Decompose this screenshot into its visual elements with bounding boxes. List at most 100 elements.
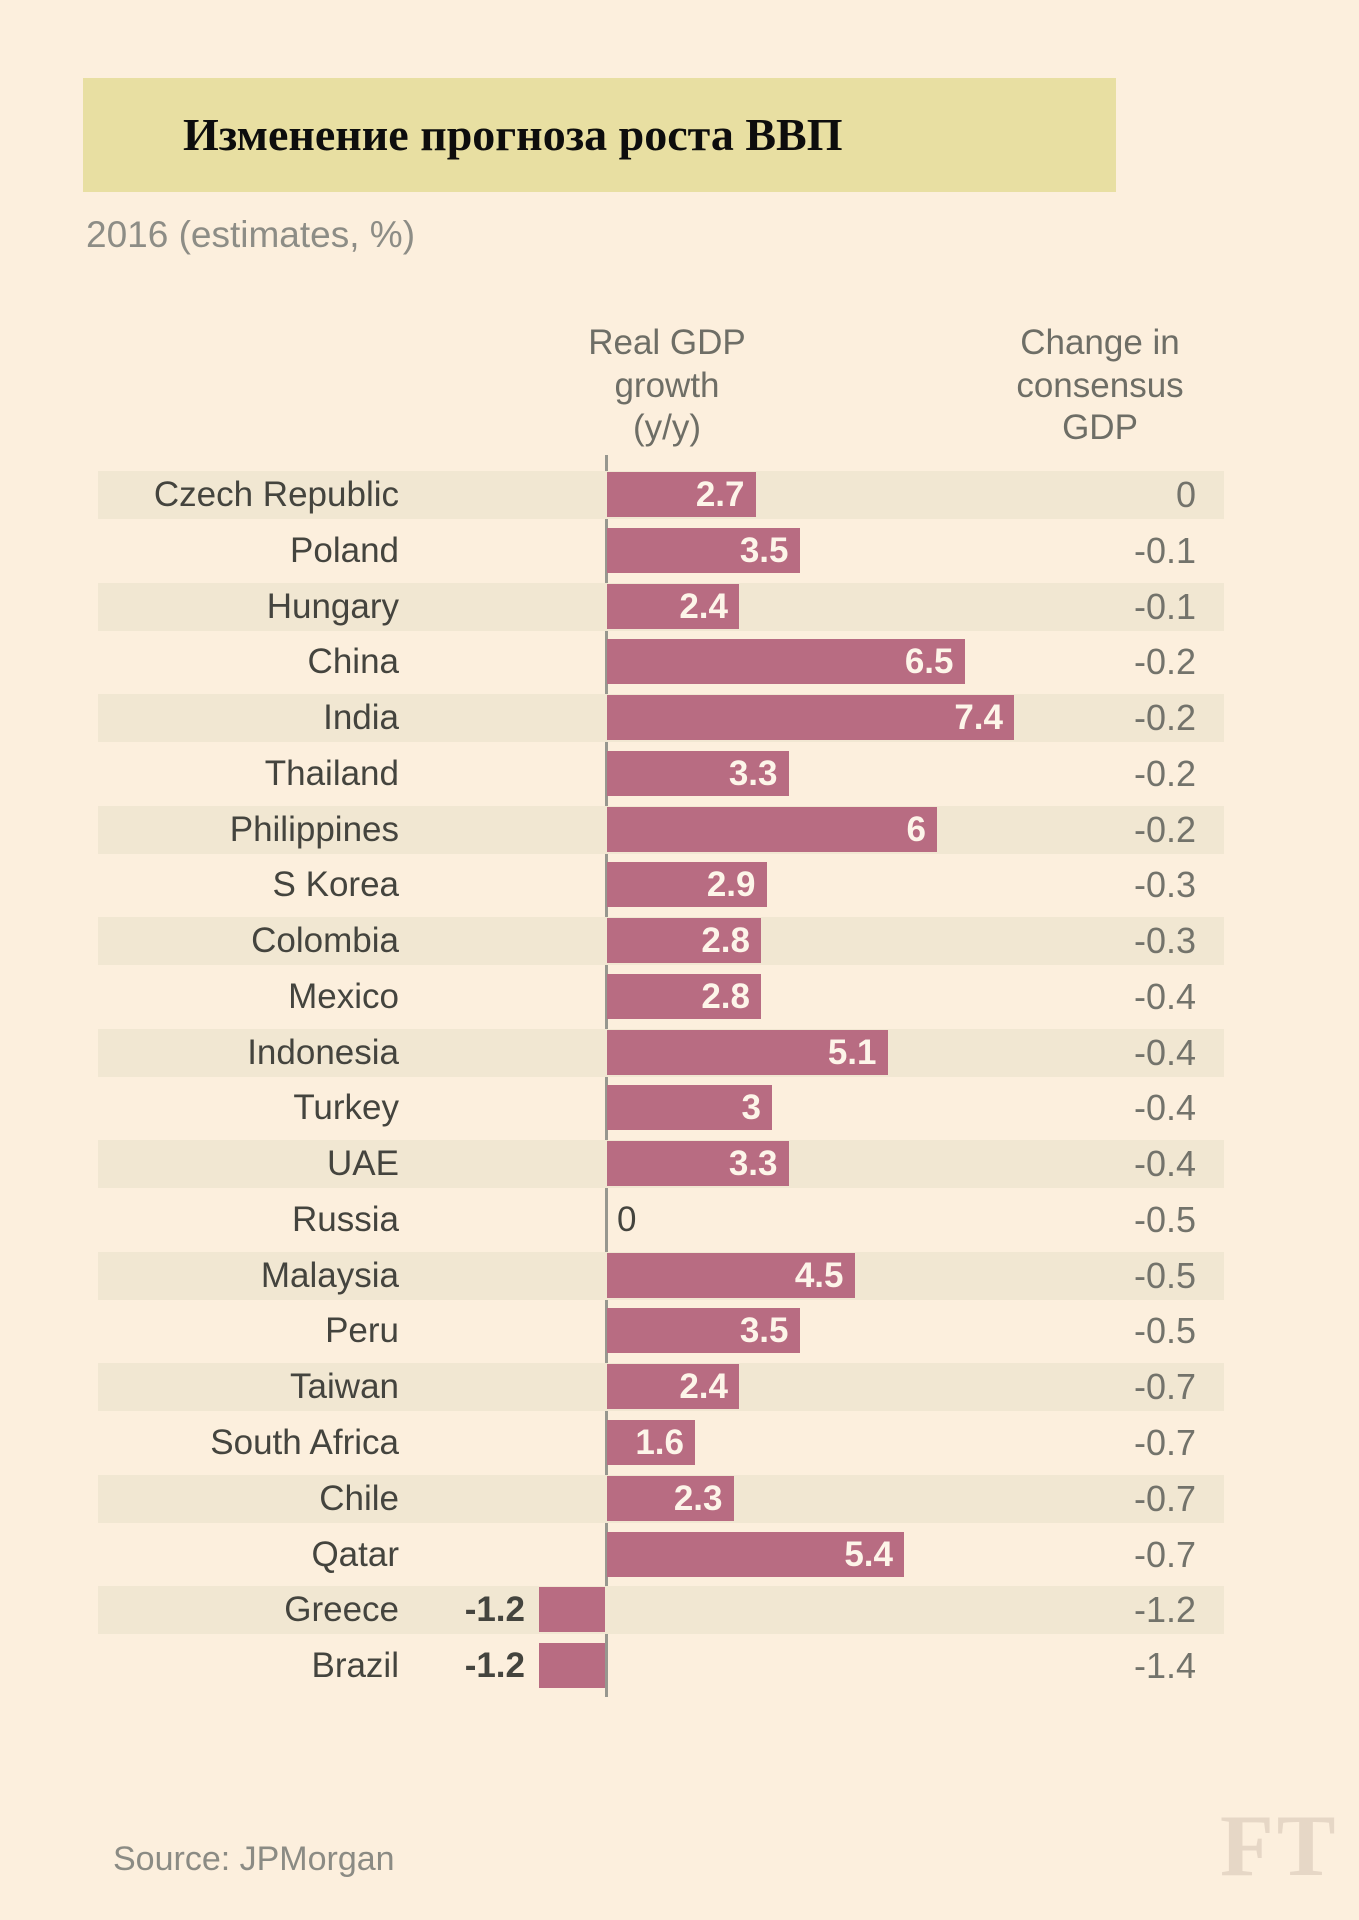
- consensus-change-value: -0.2: [1133, 697, 1196, 739]
- consensus-change-value: -0.4: [1133, 1031, 1196, 1073]
- country-label: South Africa: [210, 1423, 399, 1463]
- country-label: Brazil: [311, 1646, 399, 1686]
- chart-row: Malaysia 4.5 -0.5: [0, 1248, 1359, 1304]
- country-label: Poland: [290, 530, 399, 570]
- gdp-growth-bar: 5.4: [607, 1531, 904, 1577]
- growth-value-label: 2.4: [679, 1367, 728, 1407]
- growth-value-label: 2.8: [701, 921, 750, 961]
- column-header-gdp-growth: Real GDP growth (y/y): [588, 323, 746, 448]
- chart-rows: Czech Republic 2.7 0 Poland 3.5 -0.1 Hun…: [0, 467, 1359, 1694]
- consensus-change-value: -0.7: [1133, 1477, 1196, 1519]
- growth-value-label: 5.4: [844, 1534, 893, 1574]
- consensus-change-value: -0.1: [1133, 585, 1196, 627]
- chart-row: Philippines 6 -0.2: [0, 802, 1359, 858]
- consensus-change-value: 0: [1175, 474, 1196, 515]
- chart-row: Turkey 3 -0.4: [0, 1080, 1359, 1136]
- growth-value-label: 3: [741, 1088, 761, 1128]
- gdp-growth-bar: 2.3: [607, 1475, 734, 1521]
- growth-value-label: 7.4: [954, 698, 1003, 738]
- negative-growth-label: -1.2: [464, 1646, 525, 1686]
- chart-row: Czech Republic 2.7 0: [0, 467, 1359, 523]
- chart-title: Изменение прогноза роста ВВП: [183, 109, 843, 160]
- growth-value-label: 6.5: [904, 642, 954, 682]
- country-label: Czech Republic: [153, 475, 399, 514]
- country-label: China: [307, 642, 399, 682]
- column-header-consensus-change: Change in consensus GDP: [1016, 323, 1184, 448]
- chart-subtitle: 2016 (estimates, %): [86, 214, 416, 255]
- growth-value-label: [539, 1587, 605, 1632]
- country-label: Turkey: [293, 1088, 399, 1128]
- chart-row: Poland 3.5 -0.1: [0, 523, 1359, 579]
- chart-row: Greece -1.2 -1.2: [0, 1582, 1359, 1638]
- country-label: Chile: [319, 1478, 399, 1518]
- growth-value-label: 2.4: [679, 586, 728, 626]
- gdp-growth-bar: 3.5: [607, 527, 800, 573]
- consensus-change-value: -0.4: [1133, 1143, 1196, 1185]
- consensus-change-value: -0.5: [1133, 1254, 1196, 1296]
- consensus-change-value: -0.1: [1133, 529, 1196, 571]
- row-stripe: [98, 1586, 1224, 1635]
- growth-value-label: 3.3: [728, 1144, 778, 1184]
- country-label: Qatar: [311, 1534, 399, 1574]
- country-label: Taiwan: [290, 1367, 399, 1407]
- chart-row: Indonesia 5.1 -0.4: [0, 1025, 1359, 1081]
- country-label: Russia: [292, 1199, 399, 1239]
- consensus-change-value: -0.5: [1133, 1198, 1196, 1240]
- chart-row: China 6.5 -0.2: [0, 634, 1359, 690]
- chart-row: Peru 3.5 -0.5: [0, 1303, 1359, 1359]
- chart-row: Russia 0 -0.5: [0, 1192, 1359, 1248]
- country-label: Hungary: [266, 586, 399, 626]
- source-note: Source: JPMorgan: [113, 1840, 395, 1878]
- chart-row: Taiwan 2.4 -0.7: [0, 1359, 1359, 1415]
- growth-value-label: 1.6: [635, 1423, 684, 1463]
- chart-row: Colombia 2.8 -0.3: [0, 913, 1359, 969]
- gdp-growth-bar: 2.8: [607, 918, 761, 964]
- gdp-growth-bar: 3.3: [607, 750, 789, 796]
- growth-value-label: 2.9: [706, 865, 756, 905]
- consensus-change-value: -0.7: [1133, 1366, 1196, 1408]
- gdp-growth-bar: 3.3: [607, 1141, 789, 1187]
- chart-row: Mexico 2.8 -0.4: [0, 969, 1359, 1025]
- chart-row: Thailand 3.3 -0.2: [0, 746, 1359, 802]
- country-label: Malaysia: [260, 1255, 399, 1295]
- gdp-growth-bar: 2.8: [607, 973, 761, 1019]
- consensus-change-value: -0.4: [1133, 1087, 1196, 1129]
- country-label: UAE: [327, 1144, 399, 1184]
- consensus-change-value: -0.4: [1133, 975, 1196, 1017]
- chart-row: Brazil -1.2 -1.4: [0, 1638, 1359, 1694]
- chart-row: Qatar 5.4 -0.7: [0, 1527, 1359, 1583]
- zero-growth-label: 0: [617, 1199, 637, 1239]
- consensus-change-value: -0.7: [1133, 1422, 1196, 1464]
- consensus-change-value: -0.2: [1133, 752, 1196, 794]
- title-banner: Изменение прогноза роста ВВП: [83, 78, 1116, 192]
- growth-value-label: 3.3: [728, 753, 778, 793]
- country-label: Colombia: [251, 921, 399, 961]
- country-label: Thailand: [264, 753, 399, 793]
- country-label: Peru: [325, 1311, 399, 1351]
- chart-row: India 7.4 -0.2: [0, 690, 1359, 746]
- growth-value-label: 2.3: [673, 1478, 723, 1518]
- consensus-change-value: -0.3: [1133, 864, 1196, 906]
- gdp-growth-bar: 1.6: [607, 1420, 695, 1466]
- growth-value-label: 2.8: [701, 976, 750, 1016]
- chart-row: UAE 3.3 -0.4: [0, 1136, 1359, 1192]
- consensus-change-value: -0.2: [1133, 641, 1196, 683]
- gdp-growth-bar: 3.5: [607, 1308, 800, 1354]
- gdp-growth-bar: 3: [607, 1085, 772, 1131]
- growth-value-label: 2.7: [695, 475, 745, 514]
- growth-value-label: 3.5: [739, 530, 789, 570]
- negative-growth-label: -1.2: [464, 1590, 525, 1630]
- country-label: Philippines: [229, 809, 399, 849]
- growth-value-label: 4.5: [794, 1255, 844, 1295]
- chart-row: S Korea 2.9 -0.3: [0, 857, 1359, 913]
- country-label: S Korea: [272, 865, 399, 905]
- consensus-change-value: -0.5: [1133, 1310, 1196, 1352]
- growth-value-label: 3.5: [739, 1311, 789, 1351]
- gdp-growth-bar: 6: [607, 806, 937, 852]
- consensus-change-value: -0.7: [1133, 1533, 1196, 1575]
- gdp-growth-bar: 6.5: [607, 639, 965, 685]
- growth-value-label: 6: [906, 809, 926, 849]
- ft-logo: FT: [1220, 1798, 1339, 1895]
- country-label: India: [323, 698, 399, 738]
